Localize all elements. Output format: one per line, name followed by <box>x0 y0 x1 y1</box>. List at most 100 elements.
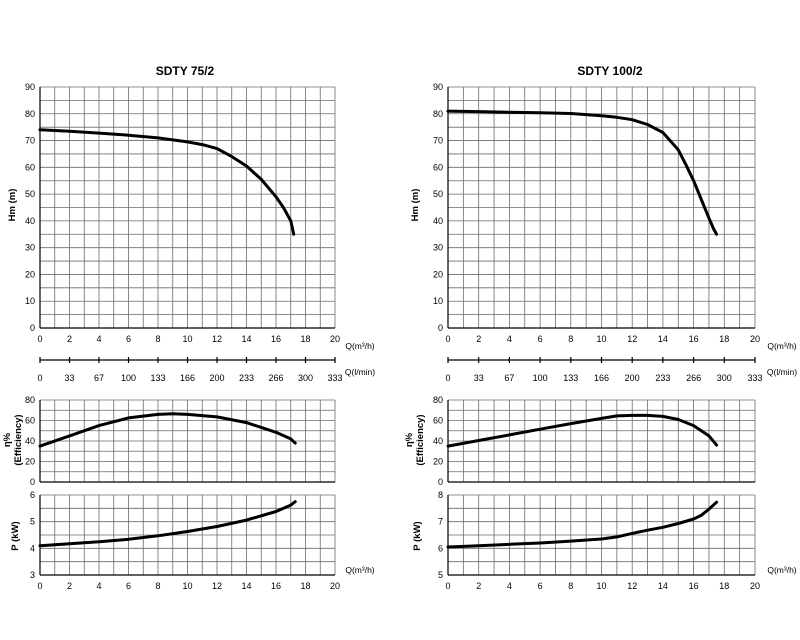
y-tick-label: 6 <box>438 543 443 553</box>
y-tick-label: 80 <box>433 395 443 405</box>
panel-power: 3 4 5 6 0 2 4 6 8 10 12 14 16 18 20 P (kW) Q(m³/h) <box>10 490 375 591</box>
lmin-tick-label: 200 <box>209 373 224 383</box>
x-tick-label: 12 <box>627 581 637 591</box>
chart-title: SDTY 100/2 <box>577 64 642 78</box>
y-tick-label: 30 <box>433 243 443 253</box>
y-tick-label: 40 <box>433 216 443 226</box>
lmin-tick-label: 0 <box>445 373 450 383</box>
series-line-eff <box>446 413 719 448</box>
lmin-tick-label: 333 <box>327 373 342 383</box>
y-tick-label: 6 <box>30 490 35 500</box>
x-tick-label: 8 <box>568 581 573 591</box>
y-tick-label: 40 <box>25 436 35 446</box>
y-tick-label: 0 <box>30 323 35 333</box>
lmin-tick-label: 0 <box>37 373 42 383</box>
x-tick-label: 16 <box>689 334 699 344</box>
y-tick-label: 20 <box>25 269 35 279</box>
y-axis-label: η%(Efficiency) <box>404 414 426 465</box>
lmin-tick-label: 100 <box>533 373 548 383</box>
y-tick-label: 20 <box>433 269 443 279</box>
x-unit-m3h: Q(m³/h) <box>767 341 796 351</box>
lmin-tick-label: 67 <box>504 373 514 383</box>
x-tick-label: 10 <box>182 581 192 591</box>
y-tick-label: 40 <box>25 216 35 226</box>
x-tick-label: 20 <box>750 334 760 344</box>
y-tick-label: 20 <box>433 457 443 467</box>
lmin-tick-label: 166 <box>180 373 195 383</box>
x-unit-m3h: Q(m³/h) <box>345 341 374 351</box>
lmin-tick-label: 300 <box>717 373 732 383</box>
y-tick-label: 60 <box>433 416 443 426</box>
y-axis-label-line: (Efficiency) <box>415 414 426 465</box>
panel-power: 5 6 7 8 0 2 4 6 8 10 12 14 16 18 20 P (kW) Q(m³/h) <box>412 490 797 591</box>
x-tick-label: 12 <box>212 334 222 344</box>
x-tick-label: 10 <box>182 334 192 344</box>
series-line-eff <box>38 412 297 448</box>
x-tick-label: 14 <box>241 581 251 591</box>
y-tick-label: 80 <box>25 109 35 119</box>
x-unit-m3h: Q(m³/h) <box>767 565 796 575</box>
lmin-tick-label: 266 <box>268 373 283 383</box>
x-tick-label: 6 <box>538 581 543 591</box>
y-tick-label: 40 <box>433 436 443 446</box>
y-tick-label: 0 <box>438 323 443 333</box>
lmin-tick-label: 133 <box>150 373 165 383</box>
y-axis-label-line: η% <box>2 432 13 447</box>
series-line-head <box>38 128 296 236</box>
x-tick-label: 10 <box>596 581 606 591</box>
lmin-tick-label: 133 <box>563 373 578 383</box>
y-axis-label: Hm (m) <box>7 189 18 222</box>
lmin-tick-label: 200 <box>625 373 640 383</box>
x-tick-label: 4 <box>507 581 512 591</box>
y-tick-label: 3 <box>30 570 35 580</box>
series-line-power <box>38 500 297 548</box>
x-unit-lmin: Q(l/min) <box>345 367 375 377</box>
x-tick-label: 2 <box>476 334 481 344</box>
y-axis-label-line: (Efficiency) <box>13 414 24 465</box>
y-tick-label: 60 <box>433 162 443 172</box>
lmin-tick-label: 166 <box>594 373 609 383</box>
lmin-tick-label: 33 <box>474 373 484 383</box>
series-line-head <box>446 109 719 236</box>
x-tick-label: 18 <box>719 334 729 344</box>
x-tick-label: 2 <box>67 334 72 344</box>
y-tick-label: 50 <box>433 189 443 199</box>
x-tick-label: 20 <box>330 334 340 344</box>
y-tick-label: 90 <box>433 82 443 92</box>
y-axis-label: P (kW) <box>10 521 21 550</box>
x-tick-label: 16 <box>689 581 699 591</box>
lmin-tick-label: 67 <box>94 373 104 383</box>
y-tick-label: 7 <box>438 517 443 527</box>
x-tick-label: 0 <box>37 334 42 344</box>
y-axis-label: P (kW) <box>412 521 423 550</box>
lmin-tick-label: 333 <box>747 373 762 383</box>
x-tick-label: 4 <box>507 334 512 344</box>
x-tick-label: 8 <box>568 334 573 344</box>
y-tick-label: 90 <box>25 82 35 92</box>
x-tick-label: 6 <box>126 581 131 591</box>
y-tick-label: 10 <box>433 296 443 306</box>
x-tick-label: 6 <box>538 334 543 344</box>
x-tick-label: 2 <box>476 581 481 591</box>
y-tick-label: 80 <box>25 395 35 405</box>
x-tick-label: 14 <box>658 581 668 591</box>
x-tick-label: 14 <box>658 334 668 344</box>
y-tick-label: 8 <box>438 490 443 500</box>
y-axis-label: Hm (m) <box>410 189 421 222</box>
y-axis-label: η%(Efficiency) <box>2 414 24 465</box>
x-tick-label: 14 <box>241 334 251 344</box>
x-tick-label: 8 <box>155 581 160 591</box>
x-tick-label: 6 <box>126 334 131 344</box>
y-tick-label: 60 <box>25 162 35 172</box>
lmin-tick-label: 233 <box>239 373 254 383</box>
panel-head: 0 10 20 30 40 50 60 70 80 90 0 2 4 6 8 10 12 14 16 18 20 Hm (… <box>7 82 375 383</box>
x-tick-label: 8 <box>155 334 160 344</box>
y-tick-label: 20 <box>25 457 35 467</box>
y-tick-label: 50 <box>25 189 35 199</box>
x-tick-label: 20 <box>330 581 340 591</box>
